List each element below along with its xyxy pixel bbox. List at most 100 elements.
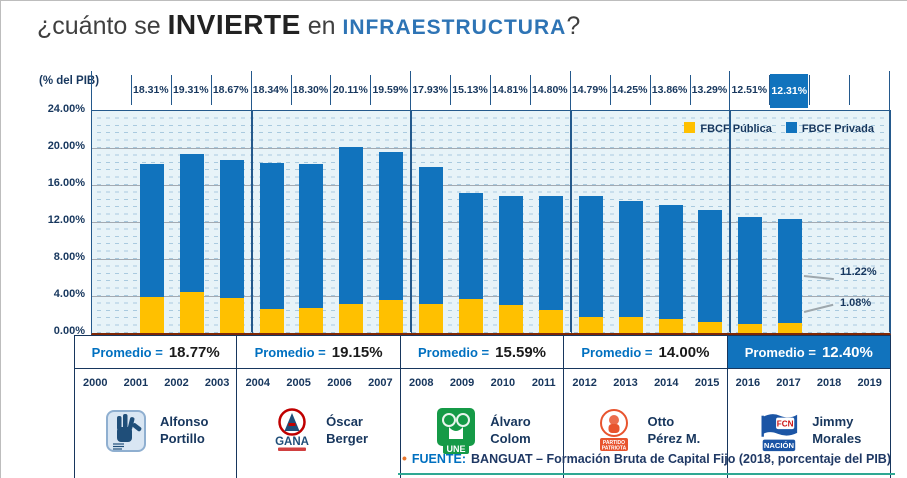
period-boundary-line xyxy=(91,71,92,332)
bar-segment-publica xyxy=(259,309,284,333)
president-name: Álvaro Colom xyxy=(490,414,530,448)
source-footer: • FUENTE: BANGUAT – Formación Bruta de C… xyxy=(397,450,895,475)
period-group: 2008 2009 2010 2011 UNE Álvaro Colom xyxy=(399,369,564,478)
year-label: 2010 xyxy=(490,376,516,389)
bar-segment-privada xyxy=(419,167,444,304)
y-axis-tick-label: 20.00% xyxy=(47,139,85,152)
years-subrow: 2004 2005 2006 2007 xyxy=(237,369,400,396)
label-row-tick xyxy=(490,75,491,105)
bar-segment-publica xyxy=(219,298,244,333)
bar-segment-publica xyxy=(778,323,803,333)
period-separator-line xyxy=(570,111,572,333)
legend-item-privada: FBCF Privada xyxy=(785,122,874,135)
promedio-cell: Promedio = 14.00% xyxy=(563,335,728,369)
bar-total-label-row: 18.31% 19.31% 18.67% 18.34% 18.30% 20.11% 19.5… xyxy=(91,71,889,110)
promedio-cell: Promedio = 19.15% xyxy=(236,335,401,369)
period-group: 2012 2013 2014 2015 PARTIDO PATRIOTA Otto Pérez… xyxy=(563,369,727,478)
label-row-tick xyxy=(450,75,452,105)
major-gridline xyxy=(92,185,890,186)
year-label: 2004 xyxy=(245,376,271,389)
label-row-tick xyxy=(689,75,691,105)
label-row-tick xyxy=(809,75,811,105)
period-group: 2004 2005 2006 2007 GANA Óscar Berger xyxy=(236,369,400,478)
y-axis-tick-label: 0.00% xyxy=(53,324,85,337)
promedio-value: 15.59% xyxy=(495,343,547,361)
footer-source-text: BANGUAT – Formación Bruta de Capital Fij… xyxy=(471,452,891,466)
year-label: 2011 xyxy=(531,376,556,389)
president-name-line1: Jimmy xyxy=(812,414,854,430)
promedio-cell: Promedio = 18.77% xyxy=(74,335,238,369)
bar-segment-publica xyxy=(299,308,324,333)
y-axis-tick-label: 12.00% xyxy=(47,213,85,226)
bar-segment-privada xyxy=(339,147,364,305)
year-label: 2017 xyxy=(776,376,801,389)
bar-segment-privada xyxy=(139,163,164,298)
label-row-tick xyxy=(649,75,651,105)
label-row-tick xyxy=(769,75,771,105)
bar-segment-publica xyxy=(498,304,523,333)
title-infraestructura: INFRAESTRUCTURA xyxy=(342,16,567,39)
bar-segment-privada xyxy=(578,196,603,318)
period-boundary-line xyxy=(729,71,731,332)
president-name: Otto Pérez M. xyxy=(648,414,701,448)
legend-label-publica: FBCF Pública xyxy=(700,123,772,135)
partido-patriota-logo: PARTIDO PATRIOTA xyxy=(592,407,636,455)
bar-segment-privada xyxy=(498,196,523,305)
year-label: 2014 xyxy=(654,376,679,389)
president-name: Jimmy Morales xyxy=(812,414,861,448)
bar-total-label: 19.59% xyxy=(372,84,409,96)
period-separator-line xyxy=(730,111,732,333)
gana-party-logo: GANA xyxy=(270,407,314,455)
label-row-tick xyxy=(130,75,132,105)
y-axis-tick-label: 24.00% xyxy=(47,102,85,115)
label-row-tick xyxy=(849,75,851,105)
bar-segment-publica xyxy=(179,292,204,333)
major-gridline xyxy=(92,259,890,260)
bar-total-label-highlighted: 12.31% xyxy=(770,74,809,108)
year-label: 2006 xyxy=(327,376,352,389)
bar-segment-publica xyxy=(738,324,763,333)
bar-segment-privada xyxy=(538,196,563,311)
bar-total-label: 17.93% xyxy=(412,84,448,96)
period-boundary-line xyxy=(250,71,252,332)
promedio-label: Promedio = xyxy=(581,344,653,360)
year-label: 2012 xyxy=(572,376,597,389)
president-name-line1: Álvaro xyxy=(490,414,531,430)
president-name-line1: Otto xyxy=(647,414,675,430)
promedio-label: Promedio = xyxy=(744,344,816,360)
president-name-line1: Alfonso xyxy=(160,414,209,430)
bar-segment-publica xyxy=(578,317,603,333)
promedio-cell: Promedio = 12.40% xyxy=(726,335,891,369)
portillo-party-logo xyxy=(104,407,148,455)
years-subrow: 2000 2001 2002 2003 xyxy=(75,369,237,396)
label-row-tick xyxy=(609,75,611,105)
y-axis-tick-label: 4.00% xyxy=(53,287,85,300)
period-summary-table: Promedio = 18.77% Promedio = 19.15% Promed… xyxy=(74,335,891,478)
label-row-tick xyxy=(330,75,332,105)
period-boundary-line xyxy=(410,71,412,332)
year-label: 2001 xyxy=(123,376,149,389)
year-label: 2000 xyxy=(83,376,108,389)
chart-plot-area: FBCF Pública FBCF Privada 11.22% 1.08% xyxy=(91,110,891,335)
year-label: 2018 xyxy=(816,376,842,389)
une-party-logo: UNE xyxy=(434,407,478,455)
year-label: 2009 xyxy=(449,376,475,389)
bar-segment-publica xyxy=(459,298,484,333)
bar-segment-privada xyxy=(259,163,284,310)
bar-segment-publica xyxy=(538,310,563,333)
promedio-label: Promedio = xyxy=(417,344,490,360)
president-block: GANA Óscar Berger xyxy=(237,396,400,462)
annotation-leader-line xyxy=(803,275,834,280)
bar-total-label: 13.29% xyxy=(691,84,728,96)
annotation-leader-line xyxy=(803,303,834,313)
president-name-line2: Colom xyxy=(490,431,531,446)
bar-segment-privada xyxy=(179,154,204,293)
bar-segment-privada xyxy=(459,193,484,299)
svg-text:FCN: FCN xyxy=(777,420,794,429)
bar-segment-privada xyxy=(299,163,324,309)
bar-segment-publica xyxy=(339,304,364,333)
year-label: 2005 xyxy=(286,376,311,389)
bar-total-label: 18.31% xyxy=(133,84,169,96)
label-row-tick xyxy=(210,75,212,105)
